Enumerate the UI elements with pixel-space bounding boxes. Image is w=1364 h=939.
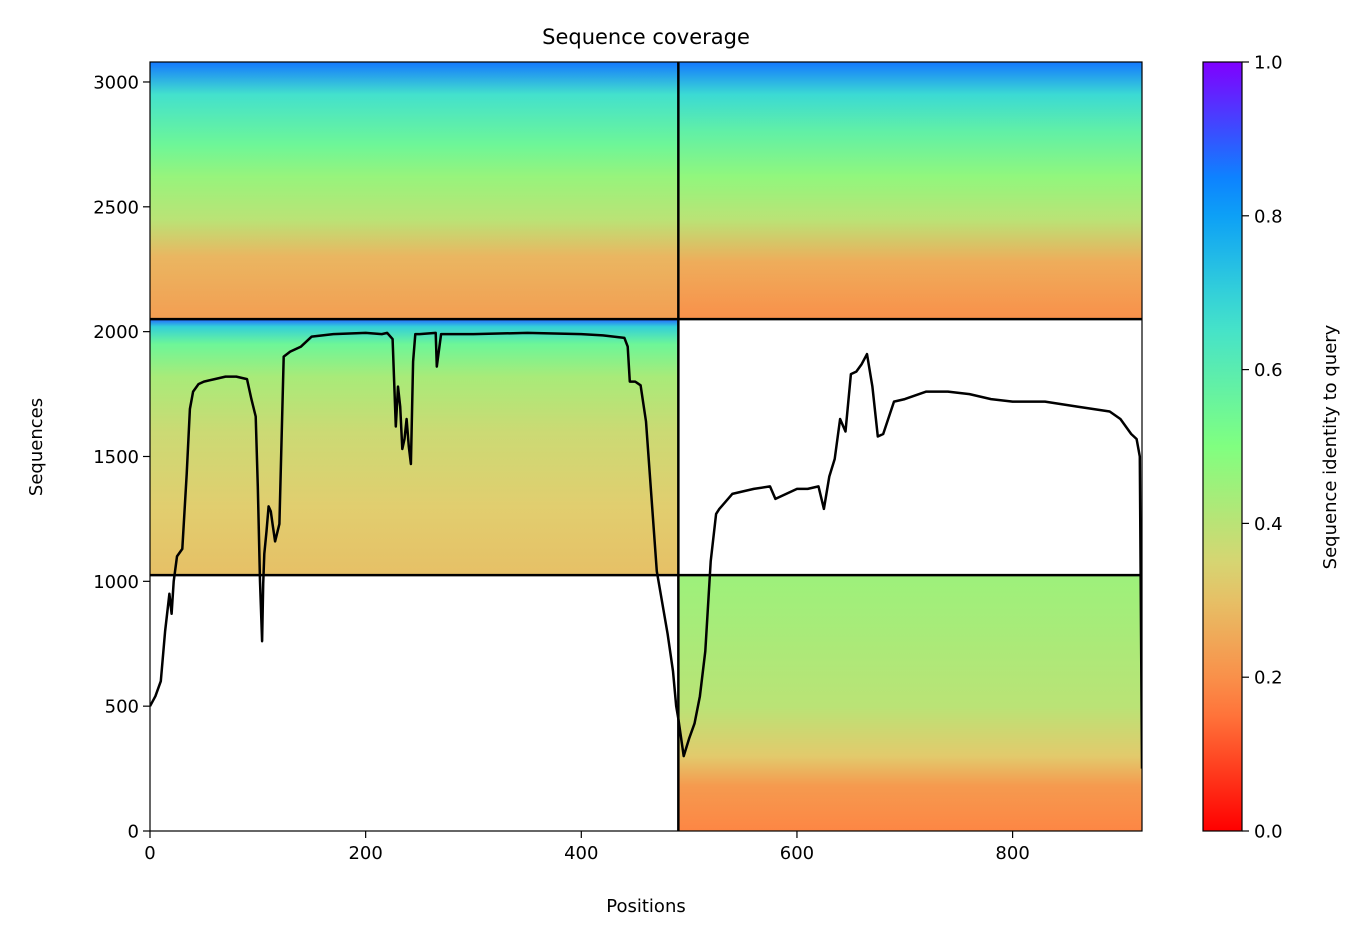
coverage-line-layer [150, 331, 1142, 769]
x-tick-label: 400 [564, 843, 598, 864]
plot-frame [149, 61, 1143, 832]
colorbar-frame [1202, 61, 1243, 832]
colorbar-ticks: 0.0 0.2 0.4 0.6 0.8 1.0 [1242, 53, 1283, 843]
y-tick-label: 3000 [93, 72, 139, 93]
chain-boundary-lines [150, 62, 1142, 831]
x-tick-label: 800 [995, 843, 1029, 864]
coverage-line [150, 331, 1142, 769]
x-axis-label: Positions [606, 896, 685, 917]
colorbar-tick-label: 0.8 [1254, 206, 1283, 227]
y-axis-label: Sequences [26, 398, 47, 496]
coverage-block [150, 62, 679, 320]
y-tick-label: 1000 [93, 572, 139, 593]
plot-area [149, 61, 1143, 832]
colorbar-gradient [1203, 62, 1242, 831]
y-tick-label: 500 [105, 697, 139, 718]
colorbar-tick-label: 0.2 [1254, 668, 1283, 689]
y-axis: 0 500 1000 1500 2000 2500 3000 [93, 72, 150, 843]
colorbar-tick-label: 1.0 [1254, 53, 1283, 74]
coverage-block [678, 62, 1142, 320]
x-tick-label: 600 [780, 843, 814, 864]
y-tick-label: 2000 [93, 322, 139, 343]
y-tick-label: 0 [128, 822, 139, 843]
x-axis: 0 200 400 600 800 [144, 831, 1030, 864]
colorbar-tick-label: 0.4 [1254, 514, 1283, 535]
y-tick-label: 2500 [93, 197, 139, 218]
chart-title: Sequence coverage [542, 25, 750, 49]
colorbar-label: Sequence identity to query [1320, 324, 1341, 569]
colorbar-tick-label: 0.0 [1254, 822, 1283, 843]
colorbar-tick-label: 0.6 [1254, 360, 1283, 381]
y-tick-label: 1500 [93, 447, 139, 468]
x-tick-label: 200 [348, 843, 382, 864]
coverage-block [678, 575, 1142, 831]
x-tick-label: 0 [144, 843, 155, 864]
colorbar: 0.0 0.2 0.4 0.6 0.8 1.0 Sequence identity to … [1202, 53, 1341, 843]
